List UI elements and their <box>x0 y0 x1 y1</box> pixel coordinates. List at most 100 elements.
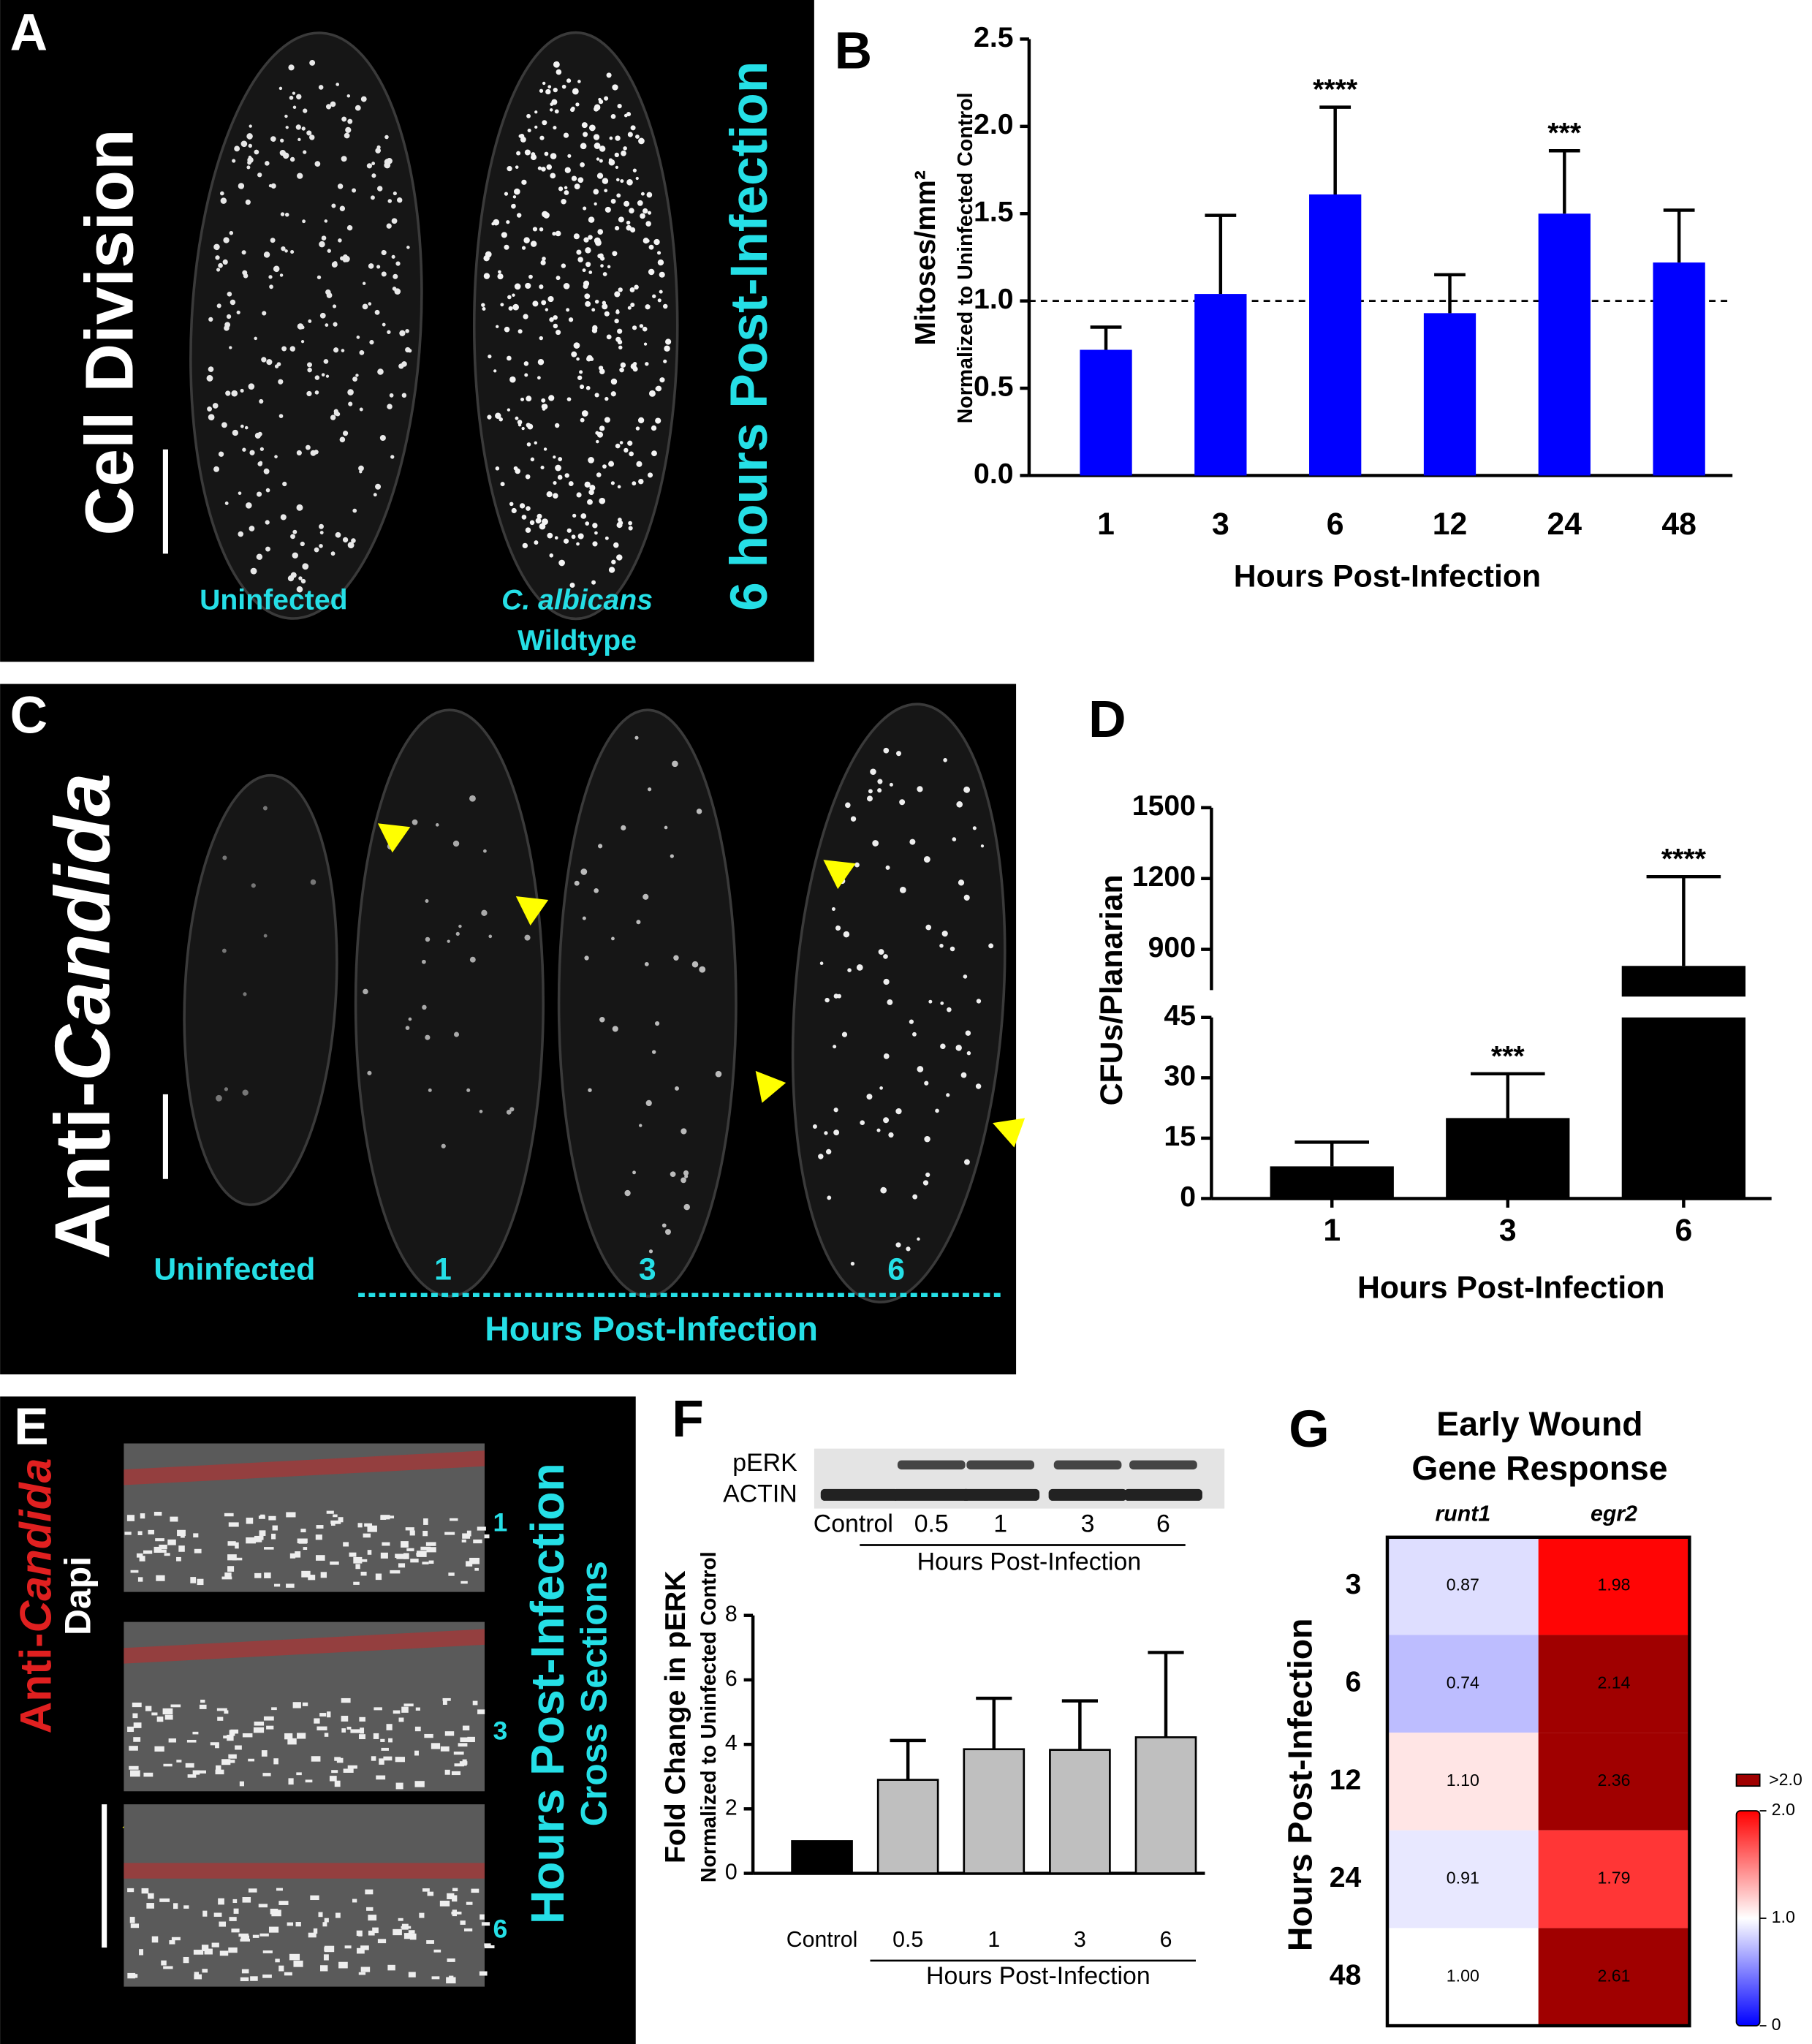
cell-dot <box>441 1143 446 1148</box>
cell-dot <box>274 455 278 458</box>
cell-dot <box>309 135 315 140</box>
cell-dot <box>584 293 591 300</box>
cell-dot <box>526 395 532 402</box>
error-bar <box>1205 213 1237 295</box>
nucleus <box>368 1915 377 1921</box>
cell-dot <box>222 855 227 860</box>
cell-dot <box>935 1108 939 1113</box>
image-stain-label: Anti-Candida <box>11 1458 61 1734</box>
cell-dot <box>325 374 330 378</box>
cell-dot <box>481 909 488 917</box>
cell-dot <box>314 390 319 395</box>
nucleus <box>167 1539 176 1545</box>
cell-dot <box>249 526 255 531</box>
x-tick-label: Control <box>786 1928 858 1952</box>
cell-dot <box>642 326 648 332</box>
cell-dot <box>377 368 384 375</box>
nucleus <box>368 1930 375 1936</box>
nucleus <box>202 1969 208 1973</box>
cell-dot <box>630 227 636 233</box>
cell-dot <box>393 273 398 279</box>
heatmap-cell <box>1387 1635 1539 1733</box>
cell-dot <box>488 934 493 939</box>
cell-dot <box>579 370 583 374</box>
nucleus <box>159 1898 170 1902</box>
cell-dot <box>220 191 224 196</box>
cell-dot <box>532 227 538 232</box>
cell-dot <box>615 310 620 314</box>
error-bar <box>1663 208 1695 263</box>
cell-dot <box>583 132 588 137</box>
nucleus <box>137 1531 143 1536</box>
nucleus <box>132 1713 138 1719</box>
cell-dot <box>606 72 612 78</box>
cell-dot <box>596 157 600 161</box>
nucleus <box>473 1539 482 1544</box>
cell-dot <box>553 126 557 130</box>
worm-body <box>472 31 679 621</box>
cell-dot <box>384 162 391 169</box>
cell-dot <box>569 582 575 588</box>
cell-dot <box>539 336 543 341</box>
cell-dot <box>572 513 577 518</box>
nucleus <box>440 1746 450 1752</box>
cell-dot <box>580 513 587 519</box>
nucleus <box>192 1731 199 1735</box>
nucleus <box>129 1917 135 1923</box>
cell-dot <box>883 1117 890 1124</box>
cell-dot <box>824 1131 828 1135</box>
nucleus <box>194 1972 200 1975</box>
nucleus <box>139 1556 145 1562</box>
nucleus <box>164 1714 173 1720</box>
cell-dot <box>577 80 581 83</box>
blot-lane-label: 0.5 <box>914 1510 949 1538</box>
image-stain-label-part: Anti- <box>11 1633 61 1734</box>
nucleus <box>154 1746 164 1752</box>
nucleus <box>274 1583 281 1587</box>
cell-dot <box>946 1093 950 1097</box>
cell-dot <box>525 474 531 480</box>
cell-dot <box>238 491 242 496</box>
nucleus <box>239 1781 244 1787</box>
cell-dot <box>594 143 601 149</box>
nucleus <box>424 1733 433 1738</box>
cell-dot <box>506 220 510 224</box>
cell-dot <box>615 165 619 170</box>
nucleus <box>213 1912 222 1917</box>
cell-dot <box>545 88 551 95</box>
nucleus <box>233 1908 239 1914</box>
worm <box>472 31 679 621</box>
cell-dot <box>642 238 649 244</box>
bar <box>1080 349 1132 476</box>
cell-dot <box>623 200 630 207</box>
cell-dot <box>300 541 305 547</box>
cell-dot <box>348 401 353 406</box>
cell-dot <box>648 268 655 276</box>
cell-dot <box>577 257 583 262</box>
nucleus <box>238 1933 249 1937</box>
cell-dot <box>594 104 601 111</box>
cell-dot <box>381 271 387 277</box>
cell-dot <box>225 390 231 396</box>
worm <box>189 31 423 620</box>
nucleus <box>262 1974 272 1978</box>
cell-dot <box>683 1170 689 1176</box>
image-label: 6 <box>887 1252 905 1287</box>
cell-dot <box>619 367 624 373</box>
cell-dot <box>280 514 287 521</box>
nucleus <box>159 1544 167 1550</box>
image-label: 1 <box>434 1252 452 1287</box>
cell-dot <box>576 542 580 546</box>
cell-dot <box>347 542 355 549</box>
cell-dot <box>574 880 580 886</box>
nucleus <box>227 1554 237 1561</box>
bar <box>1653 262 1705 476</box>
cell-dot <box>300 340 305 344</box>
arrowhead <box>823 860 856 890</box>
nucleus <box>403 1933 412 1939</box>
cell-dot <box>583 237 589 243</box>
nucleus <box>228 1947 238 1953</box>
cell-dot <box>868 789 873 794</box>
y-tick-label: 1.5 <box>974 197 1013 228</box>
cell-dot <box>845 802 851 809</box>
